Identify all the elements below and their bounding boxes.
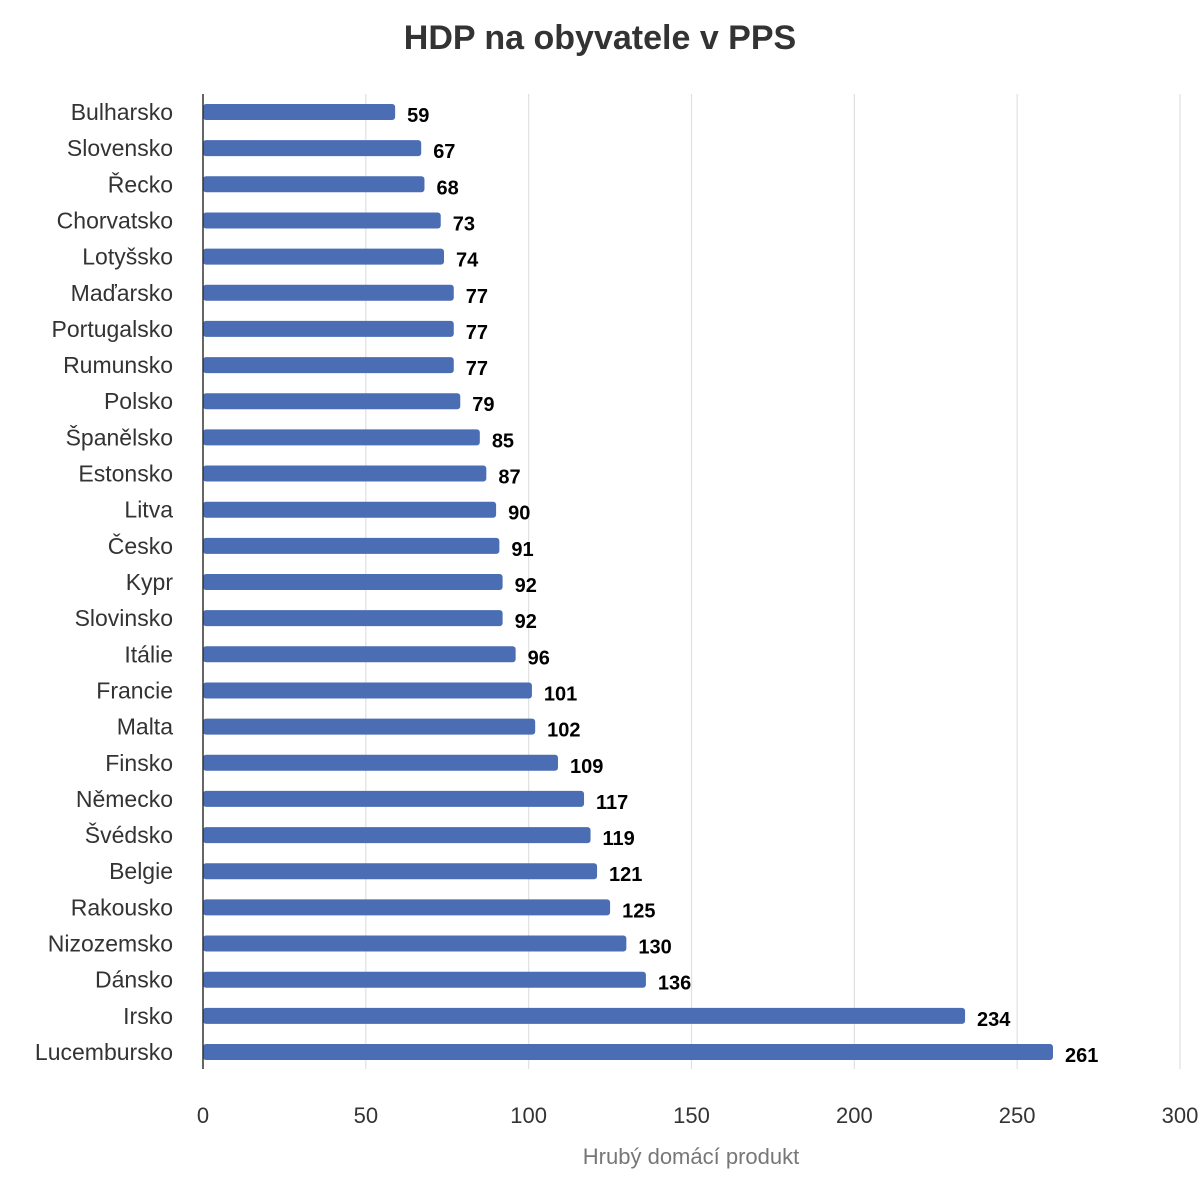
category-label: Dánsko (95, 967, 173, 993)
bars: Bulharsko 59 Slovensko 67 Řecko 68 Chorvatsko 7… (35, 99, 1098, 1067)
data-label: 77 (466, 358, 488, 380)
category-label: Německo (76, 786, 173, 812)
bar (203, 827, 591, 844)
data-label: 136 (658, 973, 691, 995)
category-label: Česko (108, 532, 173, 559)
bar (203, 863, 598, 880)
bar (203, 104, 396, 120)
category-label: Rumunsko (63, 352, 173, 378)
data-label: 87 (498, 467, 520, 489)
category-label: Řecko (108, 171, 173, 197)
x-tick-label: 150 (673, 1103, 710, 1128)
data-label: 92 (515, 611, 537, 633)
category-label: Bulharsko (71, 99, 173, 125)
data-label: 101 (544, 683, 577, 705)
category-label: Itálie (124, 641, 173, 667)
data-label: 102 (547, 720, 580, 742)
category-label: Lucembursko (35, 1039, 173, 1065)
bar (203, 140, 422, 157)
data-label: 85 (492, 430, 514, 452)
x-axis-label: Hrubý domácí produkt (583, 1144, 799, 1169)
category-label: Estonsko (78, 461, 173, 487)
data-label: 96 (528, 647, 550, 669)
category-label: Španělsko (66, 423, 173, 450)
bar (203, 284, 454, 301)
data-label: 59 (407, 105, 429, 127)
data-label: 77 (466, 286, 488, 308)
data-label: 125 (622, 900, 655, 922)
bar (203, 248, 444, 265)
category-label: Litva (124, 497, 173, 523)
data-label: 92 (515, 575, 537, 597)
data-label: 121 (609, 864, 642, 886)
category-label: Polsko (104, 388, 173, 414)
category-label: Francie (96, 677, 173, 703)
bar (203, 1044, 1053, 1060)
bar (203, 537, 500, 554)
category-label: Slovinsko (75, 605, 173, 631)
bar (203, 429, 480, 446)
category-label: Švédsko (85, 821, 173, 848)
bar (203, 610, 503, 627)
chart-title: HDP na obyvatele v PPS (404, 19, 796, 57)
category-label: Belgie (109, 858, 173, 884)
x-axis-ticks: 0 50 100 150 200 250 300 (197, 1103, 1198, 1128)
bar (203, 357, 454, 374)
category-label: Chorvatsko (57, 207, 173, 233)
data-label: 90 (508, 503, 530, 525)
data-label: 79 (472, 394, 494, 416)
x-tick-label: 0 (197, 1103, 209, 1128)
data-label: 67 (433, 141, 455, 163)
data-label: 73 (453, 213, 475, 235)
bar (203, 754, 558, 771)
bar (203, 176, 425, 193)
bar (203, 899, 611, 916)
category-label: Rakousko (71, 894, 173, 920)
bar (203, 1007, 966, 1024)
category-label: Nizozemsko (48, 931, 173, 957)
category-label: Slovensko (67, 135, 173, 161)
bar (203, 971, 646, 988)
x-tick-label: 50 (354, 1103, 378, 1128)
category-label: Malta (117, 714, 173, 740)
category-label: Lotyšsko (82, 244, 173, 270)
data-label: 261 (1065, 1045, 1098, 1067)
data-label: 234 (977, 1009, 1011, 1031)
category-label: Irsko (123, 1003, 173, 1029)
x-tick-label: 200 (836, 1103, 873, 1128)
category-label: Portugalsko (52, 316, 173, 342)
bar (203, 320, 454, 337)
bar (203, 718, 536, 735)
category-label: Finsko (105, 750, 173, 776)
data-label: 109 (570, 756, 603, 778)
bar (203, 574, 503, 590)
bar (203, 646, 516, 663)
x-tick-label: 100 (510, 1103, 547, 1128)
bar (203, 501, 497, 518)
data-label: 119 (603, 828, 635, 850)
category-label: Kypr (126, 569, 174, 595)
data-label: 130 (638, 937, 671, 959)
category-label: Maďarsko (71, 280, 173, 306)
data-label: 91 (511, 539, 533, 561)
data-label: 117 (596, 792, 628, 814)
data-label: 77 (466, 322, 488, 344)
bar (203, 935, 627, 952)
bar (203, 393, 461, 410)
x-tick-label: 250 (999, 1103, 1036, 1128)
x-tick-label: 300 (1162, 1103, 1199, 1128)
data-label: 68 (436, 177, 458, 199)
bar (203, 465, 487, 482)
bar (203, 212, 441, 229)
bar (203, 790, 585, 807)
bar (203, 682, 532, 699)
data-label: 74 (456, 250, 479, 272)
